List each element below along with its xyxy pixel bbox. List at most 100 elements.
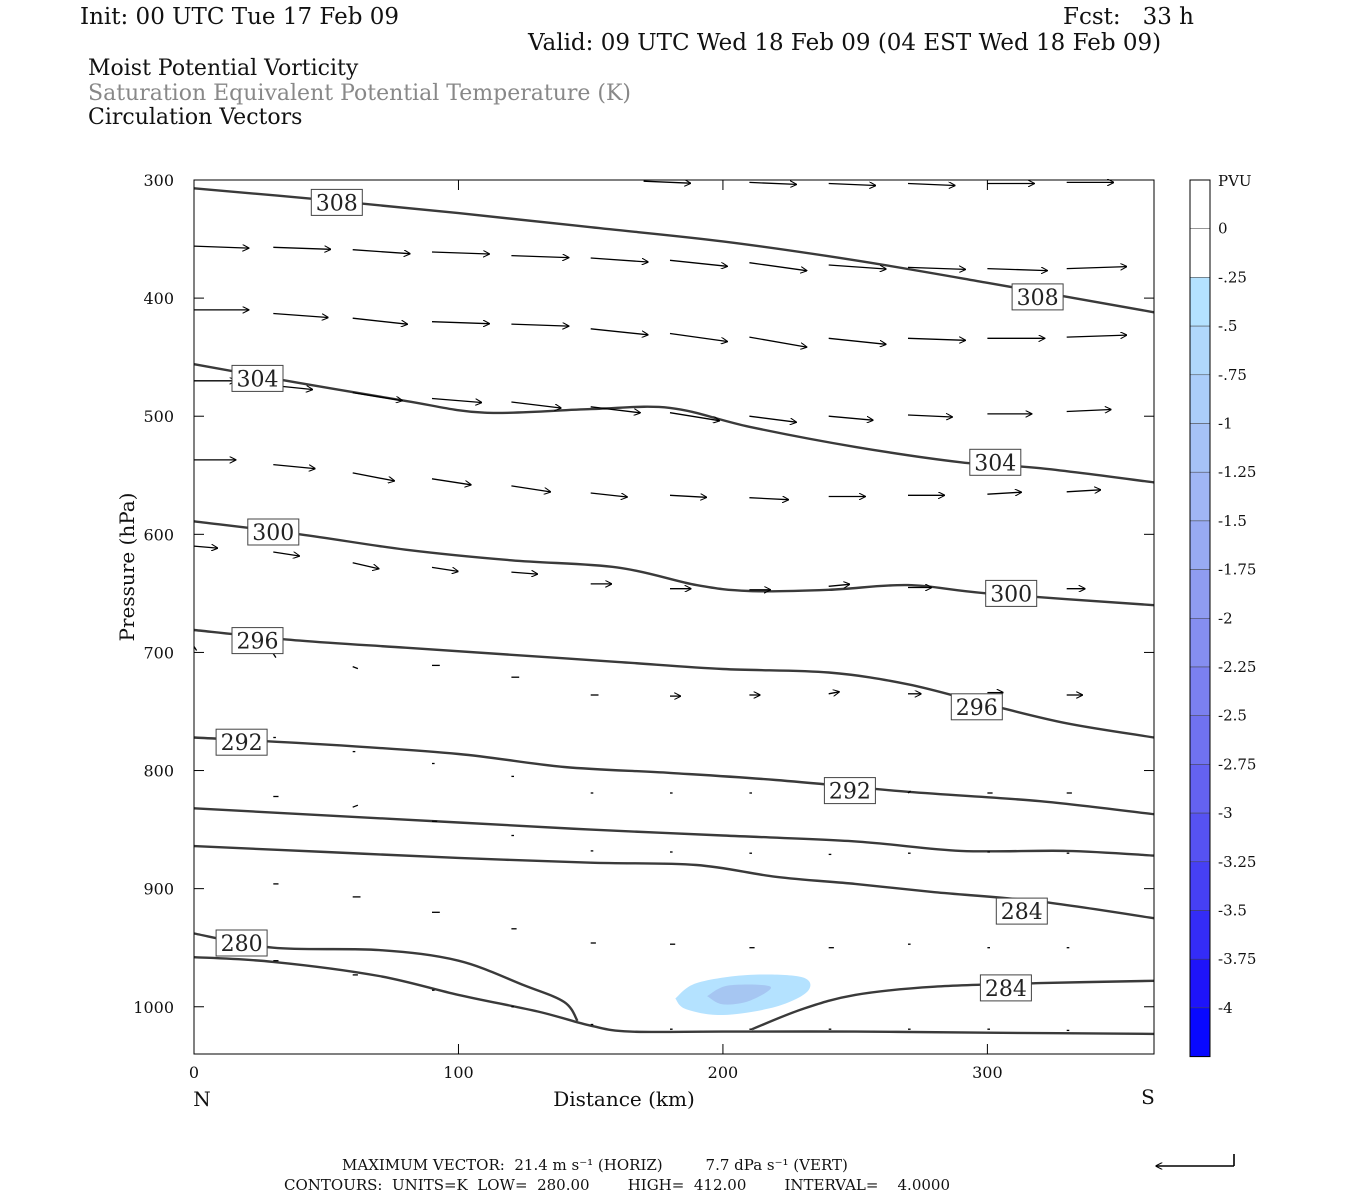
contour-label: 296 [956, 696, 998, 721]
colorbar-swatch [1189, 520, 1211, 570]
circulation-vector [273, 463, 315, 469]
circulation-vector [511, 401, 560, 408]
colorbar-swatch [1189, 471, 1211, 522]
circulation-vector [193, 546, 217, 548]
contour-label-box [969, 448, 1022, 476]
circulation-vector [828, 415, 873, 420]
max-vector-note: MAXIMUM VECTOR: 21.4 m s⁻¹ (HORIZ) 7.7 d… [342, 1156, 848, 1174]
y-tick-label: 1000 [133, 998, 174, 1017]
circulation-vector [1066, 410, 1111, 412]
circulation-vector [749, 262, 806, 271]
contour-label-layer: 308 308 304 304 300 300 296 296 292 292 284 280 284 [215, 188, 1064, 1002]
circulation-vector [907, 338, 965, 340]
circulation-vector [749, 415, 796, 422]
circulation-vector [352, 317, 408, 324]
theta-e-contour-280 [193, 932, 579, 1022]
contour-label-box [310, 188, 363, 216]
colorbar-border [1189, 179, 1211, 1058]
circulation-vector [431, 322, 489, 324]
theta-e-contour [193, 807, 1155, 857]
circulation-vector [907, 184, 955, 186]
circulation-vector [749, 336, 806, 347]
circulation-vector [352, 562, 379, 569]
colorbar-label: -2 [1218, 609, 1233, 627]
x-end-label-left: N [193, 1087, 211, 1111]
colorbar-swatch [1189, 910, 1211, 960]
forecast-hour: Fcst: 33 h [1063, 4, 1194, 30]
axes-layer: 300 400 500 600 700 800 900 1000 0 100 200 300 Dista… [115, 171, 1155, 1111]
colorbar-swatch [1189, 277, 1211, 327]
contour-label-box [231, 364, 284, 392]
circulation-vector [352, 804, 359, 808]
field-title-vectors: Circulation Vectors [88, 105, 303, 130]
colorbar-label: -1.5 [1218, 512, 1247, 530]
circulation-vector [828, 337, 886, 344]
circulation-vector [669, 412, 719, 421]
mpv-shading-layer [675, 974, 811, 1016]
circulation-vector [352, 665, 359, 670]
circulation-vector [907, 790, 911, 794]
colorbar-label: -1.25 [1218, 463, 1256, 481]
contour-label-box [215, 728, 268, 756]
circulation-vector [590, 328, 648, 335]
circulation-vector [749, 498, 788, 500]
colorbar-label: -2.5 [1218, 707, 1247, 725]
colorbar-label: -4 [1218, 999, 1233, 1017]
circulation-vector [193, 246, 249, 248]
colorbar-label: -.5 [1218, 317, 1237, 335]
circulation-vector [669, 495, 706, 497]
y-axis-label: Pressure (hPa) [115, 493, 139, 642]
colorbar-label: -3.5 [1218, 902, 1247, 920]
y-tick-label: 300 [143, 171, 174, 190]
colorbar-label: -1.75 [1218, 561, 1256, 579]
circulation-vector [511, 572, 537, 574]
theta-e-contour-300 [193, 520, 1155, 607]
colorbar-unit: PVU [1218, 172, 1252, 190]
x-tick-label: 100 [443, 1063, 474, 1082]
plot-border [193, 179, 1155, 1055]
circulation-vector [590, 406, 640, 413]
circulation-vector [352, 391, 402, 401]
contour-label: 284 [985, 977, 1027, 1002]
circulation-vector [669, 332, 727, 342]
contour-label: 308 [1017, 286, 1059, 311]
colorbar-label: -2.75 [1218, 755, 1256, 773]
circulation-vector [643, 181, 691, 183]
circulation-vector [1066, 490, 1101, 492]
circulation-vector [669, 259, 727, 266]
colorbar-swatch [1189, 861, 1211, 911]
reference-vector [1156, 1154, 1235, 1166]
colorbar-swatch [1189, 958, 1211, 1009]
contour-label: 292 [829, 780, 871, 805]
colorbar-swatch [1189, 666, 1211, 716]
colorbar-label: -1 [1218, 415, 1233, 433]
field-title-mpv: Moist Potential Vorticity [88, 56, 359, 81]
circulation-vector [352, 472, 395, 481]
circulation-vector [1066, 267, 1127, 269]
y-tick-label: 400 [143, 289, 174, 308]
colorbar-swatch [1189, 1007, 1211, 1057]
x-axis-label: Distance (km) [553, 1087, 695, 1111]
colorbar-label: -.25 [1218, 268, 1247, 286]
contour-label-box [1011, 283, 1064, 311]
circulation-vector [273, 312, 328, 318]
contour-label: 304 [974, 451, 1016, 476]
mpv-shade-region [707, 984, 771, 1005]
contours-note: CONTOURS: UNITS=K LOW= 280.00 HIGH= 412.… [284, 1176, 950, 1194]
colorbar-swatch [1189, 764, 1211, 814]
colorbar-label: -2.25 [1218, 658, 1256, 676]
colorbar-label: -.75 [1218, 366, 1247, 384]
contour-label-box [985, 579, 1038, 607]
contour-label-box [215, 929, 268, 957]
circulation-vector [590, 492, 627, 497]
circulation-vector [987, 269, 1047, 271]
contour-label-box [823, 777, 876, 805]
circulation-vector-layer [193, 181, 1127, 1032]
colorbar-swatch [1189, 618, 1211, 668]
circulation-vector [431, 252, 489, 254]
circulation-vector [511, 485, 550, 492]
circulation-vector [511, 324, 568, 326]
circulation-vector [272, 653, 277, 658]
contour-label: 284 [1001, 900, 1043, 925]
